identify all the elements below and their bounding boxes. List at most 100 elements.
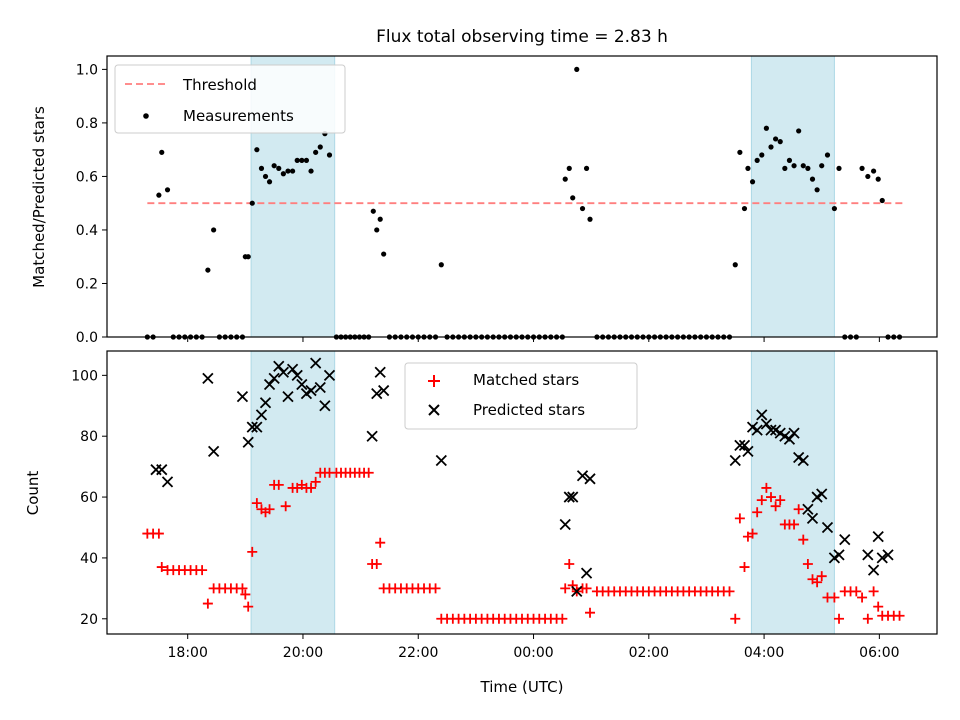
legend-matched-swatch	[428, 375, 440, 387]
predicted-star-points	[150, 357, 894, 598]
measurement-point	[211, 227, 217, 233]
chart-title: Flux total observing time = 2.83 h	[376, 27, 668, 47]
top-y-axis-label: Matched/Predicted stars	[30, 106, 48, 288]
measurement-point	[824, 152, 831, 158]
predicted-star-point	[797, 454, 809, 467]
predicted-star-point	[202, 372, 214, 385]
predicted-star-point	[833, 549, 845, 561]
predicted-star-point	[756, 409, 768, 421]
matched-star-point	[197, 565, 208, 576]
matched-star-point	[894, 610, 905, 621]
matched-star-point	[567, 580, 578, 591]
measurement-point	[249, 200, 255, 206]
predicted-star-point	[760, 418, 773, 430]
predicted-star-point	[161, 476, 174, 488]
y-tick-label: 40	[80, 551, 98, 567]
predicted-star-point	[802, 503, 814, 515]
predicted-star-point	[872, 530, 884, 543]
matched-star-point	[430, 583, 441, 594]
matched-star-point	[280, 501, 291, 512]
measurement-point	[574, 66, 580, 72]
measurement-point	[786, 157, 793, 163]
predicted-star-point	[296, 378, 308, 391]
measurement-point	[313, 149, 319, 155]
measurement-point	[377, 216, 383, 222]
matched-star-point	[851, 586, 862, 597]
matched-star-point	[560, 583, 571, 594]
measurement-point	[570, 195, 576, 201]
measurement-point	[814, 187, 820, 193]
matched-star-point	[802, 559, 813, 570]
predicted-star-point	[576, 470, 589, 482]
measurement-point	[741, 205, 748, 212]
matched-star-point	[724, 586, 735, 597]
measurement-point	[587, 216, 593, 222]
predicted-star-point	[207, 445, 220, 458]
legend-predicted-swatch	[428, 404, 440, 416]
measurement-point	[258, 165, 265, 171]
measurement-point	[859, 165, 865, 171]
matched-star-point	[862, 613, 873, 624]
matched-star-point	[363, 467, 374, 478]
measurement-point	[879, 197, 885, 204]
predicted-star-point	[435, 454, 447, 467]
measurement-point	[271, 163, 277, 169]
measurement-point	[317, 144, 323, 150]
matched-star-point	[310, 476, 321, 487]
predicted-star-point	[751, 424, 763, 436]
predicted-star-point	[567, 491, 579, 503]
matched-star-point	[752, 507, 763, 518]
predicted-star-point	[305, 384, 317, 397]
measurement-point	[254, 147, 260, 153]
measurement-point	[370, 208, 376, 214]
top-y-ticks: 0.0 0.2 0.4 0.6 0.8 1.0	[76, 62, 107, 346]
measurement-point	[836, 165, 842, 171]
measurement-point	[831, 205, 838, 212]
predicted-star-point	[788, 427, 800, 439]
bottom-legend: Matched stars Predicted stars	[404, 362, 638, 430]
matched-star-point	[857, 592, 868, 603]
predicted-star-point	[729, 454, 741, 467]
matched-star-point	[770, 501, 781, 512]
measurement-point	[164, 187, 171, 193]
bottom-y-ticks: 20 40 60 80 100	[71, 368, 107, 628]
matched-star-point	[766, 492, 776, 503]
predicted-star-point	[319, 400, 331, 412]
legend-matched-label: Matched stars	[473, 371, 579, 389]
matched-star-point	[868, 586, 879, 597]
measurement-point	[374, 227, 380, 233]
matched-star-point	[273, 479, 284, 490]
predicted-star-point	[277, 366, 290, 378]
x-axis-label: Time (UTC)	[480, 678, 564, 696]
matched-star-point	[153, 528, 164, 539]
bottom-panel: 20 40 60 80 100 18:00 20:00 22:00 00:00 02:00 04:…	[24, 350, 938, 696]
matched-star-point	[264, 504, 275, 515]
bottom-legend-box	[404, 362, 638, 430]
predicted-star-point	[255, 409, 268, 421]
matched-star-point	[789, 519, 800, 530]
matched-star-points	[142, 467, 905, 624]
predicted-star-point	[259, 397, 272, 409]
measurement-point	[381, 251, 387, 257]
predicted-star-point	[323, 369, 336, 381]
measurement-point	[262, 173, 269, 180]
measurement-point	[819, 163, 825, 169]
legend-measurements-label: Measurements	[183, 107, 294, 125]
matched-star-point	[564, 559, 575, 570]
legend-predicted-label: Predicted stars	[473, 401, 585, 419]
predicted-star-point	[268, 372, 280, 385]
matched-star-point	[557, 613, 568, 624]
top-x-ticks	[187, 337, 880, 342]
measurement-point	[773, 136, 779, 142]
predicted-star-point	[738, 439, 751, 451]
measurement-point	[865, 173, 871, 180]
predicted-star-point	[862, 549, 874, 561]
x-tick-label: 00:00	[513, 645, 553, 661]
predicted-star-point	[291, 369, 303, 381]
matched-star-point	[247, 546, 258, 557]
bottom-x-ticks: 18:00 20:00 22:00 00:00 02:00 04:00 06:00	[168, 634, 900, 661]
predicted-star-point	[251, 421, 263, 433]
measurement-point	[805, 165, 811, 171]
measurement-point	[299, 157, 305, 163]
matched-star-point	[240, 589, 251, 600]
